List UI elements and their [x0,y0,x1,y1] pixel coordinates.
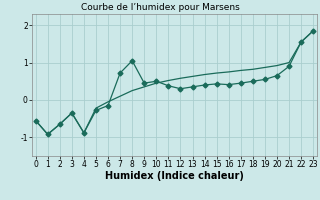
Text: Courbe de l’humidex pour Marsens: Courbe de l’humidex pour Marsens [81,3,239,12]
X-axis label: Humidex (Indice chaleur): Humidex (Indice chaleur) [105,171,244,181]
